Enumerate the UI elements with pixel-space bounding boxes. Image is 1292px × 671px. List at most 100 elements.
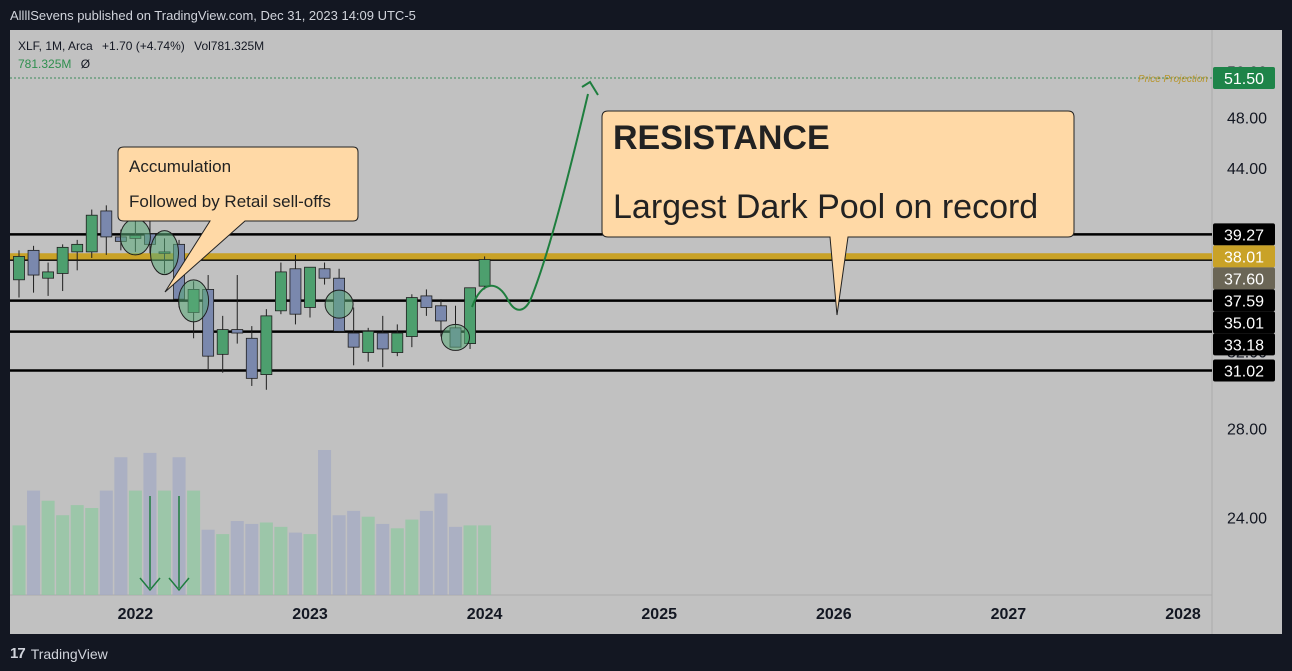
projection-arrow bbox=[471, 80, 599, 311]
price-label-box bbox=[1213, 223, 1275, 246]
candle-body[interactable] bbox=[420, 295, 433, 308]
legend-volume-extra: Ø bbox=[81, 57, 90, 71]
volume-bar bbox=[201, 529, 215, 595]
volume-bar bbox=[230, 521, 244, 595]
price-label: 33.18 bbox=[1213, 333, 1275, 356]
candle-body[interactable] bbox=[347, 332, 360, 348]
price-label-text: 51.50 bbox=[1224, 71, 1264, 88]
candle-body[interactable] bbox=[85, 214, 98, 253]
volume-bar bbox=[419, 510, 433, 595]
highlight-circle bbox=[324, 289, 354, 319]
price-label: 37.59 bbox=[1213, 289, 1275, 312]
candles bbox=[13, 199, 491, 390]
resistance-band bbox=[10, 253, 1212, 260]
resistance-subtitle: Largest Dark Pool on record bbox=[613, 188, 1038, 226]
candle-body[interactable] bbox=[391, 332, 404, 353]
price-label: 38.01 bbox=[1213, 245, 1275, 268]
volume-bar bbox=[390, 528, 404, 595]
price-label-text: 37.59 bbox=[1224, 293, 1264, 310]
candle-body[interactable] bbox=[42, 271, 54, 279]
accumulation-subtitle: Followed by Retail sell-offs bbox=[129, 192, 331, 211]
x-tick-label: 2023 bbox=[292, 606, 328, 623]
volume-bar bbox=[332, 515, 346, 595]
volume-bar bbox=[85, 508, 99, 595]
price-projection-label: Price Projection bbox=[1138, 74, 1208, 85]
highlight-circle bbox=[441, 323, 470, 351]
candle-body[interactable] bbox=[274, 271, 287, 312]
candle-body[interactable] bbox=[100, 210, 113, 238]
resistance-callout[interactable]: RESISTANCE Largest Dark Pool on record bbox=[601, 110, 1075, 316]
candle-body[interactable] bbox=[27, 249, 40, 276]
volume-bar bbox=[449, 526, 462, 595]
volume-bar bbox=[70, 505, 84, 595]
price-label: 37.60 bbox=[1213, 267, 1275, 290]
y-tick-label: 28.00 bbox=[1227, 422, 1267, 439]
candle-body[interactable] bbox=[202, 289, 215, 357]
candle-body[interactable] bbox=[304, 266, 316, 308]
y-tick-label: 48.00 bbox=[1227, 111, 1267, 128]
tradingview-logo-mark: 17 bbox=[10, 645, 26, 662]
candle-body[interactable] bbox=[245, 337, 258, 379]
volume-bar bbox=[463, 525, 477, 595]
price-label: 51.50 bbox=[1213, 66, 1275, 89]
candle-body[interactable] bbox=[435, 305, 447, 322]
volume-bar bbox=[187, 490, 201, 595]
candle-body[interactable] bbox=[464, 287, 476, 344]
x-tick-label: 2026 bbox=[816, 606, 852, 623]
price-label-box bbox=[1213, 311, 1275, 334]
legend-volume: Vol781.325M bbox=[194, 39, 264, 53]
volume-bar bbox=[405, 519, 419, 595]
price-label: 31.02 bbox=[1213, 359, 1275, 382]
candle-body[interactable] bbox=[405, 297, 418, 337]
highlight-circle bbox=[119, 218, 151, 256]
candle-body[interactable] bbox=[13, 256, 25, 281]
candle-body[interactable] bbox=[260, 315, 273, 375]
y-tick-label: 24.00 bbox=[1227, 511, 1267, 528]
volume-down-arrows bbox=[139, 496, 190, 592]
tradingview-brand: TradingView bbox=[30, 645, 108, 662]
volume-bar bbox=[56, 515, 70, 595]
candle-body[interactable] bbox=[376, 332, 389, 350]
price-label-text: 37.60 bbox=[1224, 271, 1264, 288]
publish-info: AllllSevens published on TradingView.com… bbox=[10, 8, 416, 23]
volume-bar bbox=[245, 523, 259, 595]
candle-body[interactable] bbox=[71, 243, 84, 253]
volume-bar bbox=[158, 490, 171, 595]
candle-body[interactable] bbox=[289, 268, 302, 315]
candle-body[interactable] bbox=[318, 268, 331, 279]
price-label: 39.27 bbox=[1213, 223, 1275, 246]
candle-body[interactable] bbox=[231, 329, 244, 334]
volume-bar bbox=[288, 532, 302, 595]
x-tick-label: 2025 bbox=[641, 606, 677, 623]
candle-body[interactable] bbox=[362, 330, 375, 353]
x-tick-label: 2028 bbox=[1165, 606, 1201, 623]
publish-header: AllllSevens published on TradingView.com… bbox=[0, 0, 1292, 30]
price-label-text: 39.27 bbox=[1224, 227, 1264, 244]
candle-body[interactable] bbox=[478, 259, 491, 287]
price-label-text: 38.01 bbox=[1224, 249, 1264, 266]
tradingview-logo[interactable]: 17 TradingView bbox=[10, 645, 108, 662]
resistance-title: RESISTANCE bbox=[613, 119, 830, 157]
legend-symbol: XLF, 1M, Arca bbox=[18, 39, 93, 53]
chart-svg[interactable]: Price Projection Accumulation Followed b… bbox=[10, 30, 1282, 634]
price-label: 35.01 bbox=[1213, 311, 1275, 334]
y-tick-label: 44.00 bbox=[1227, 161, 1267, 178]
footer-bar bbox=[0, 636, 1292, 671]
accumulation-title: Accumulation bbox=[129, 157, 231, 176]
candle-body[interactable] bbox=[56, 246, 69, 274]
chart-legend: XLF, 1M, Arca +1.70 (+4.74%) Vol781.325M… bbox=[18, 39, 264, 71]
price-label-box bbox=[1213, 66, 1275, 89]
svg-text:781.325M Ø: 781.325M Ø bbox=[18, 57, 90, 71]
price-label-box bbox=[1213, 267, 1275, 290]
volume-bar bbox=[434, 493, 448, 595]
candle-body[interactable] bbox=[216, 329, 229, 355]
price-label-text: 31.02 bbox=[1224, 363, 1264, 380]
svg-text:XLF, 1M, Arca +1.70 (+: XLF, 1M, Arca +1.70 (+4.74%) Vol781.325M bbox=[18, 39, 264, 53]
price-label-text: 35.01 bbox=[1224, 315, 1264, 332]
volume-bar bbox=[347, 510, 361, 595]
price-label-box bbox=[1213, 359, 1275, 382]
volume-bar bbox=[478, 525, 492, 595]
volume-bar bbox=[376, 523, 390, 595]
volume-bar bbox=[216, 534, 230, 595]
accumulation-callout[interactable]: Accumulation Followed by Retail sell-off… bbox=[117, 146, 359, 293]
